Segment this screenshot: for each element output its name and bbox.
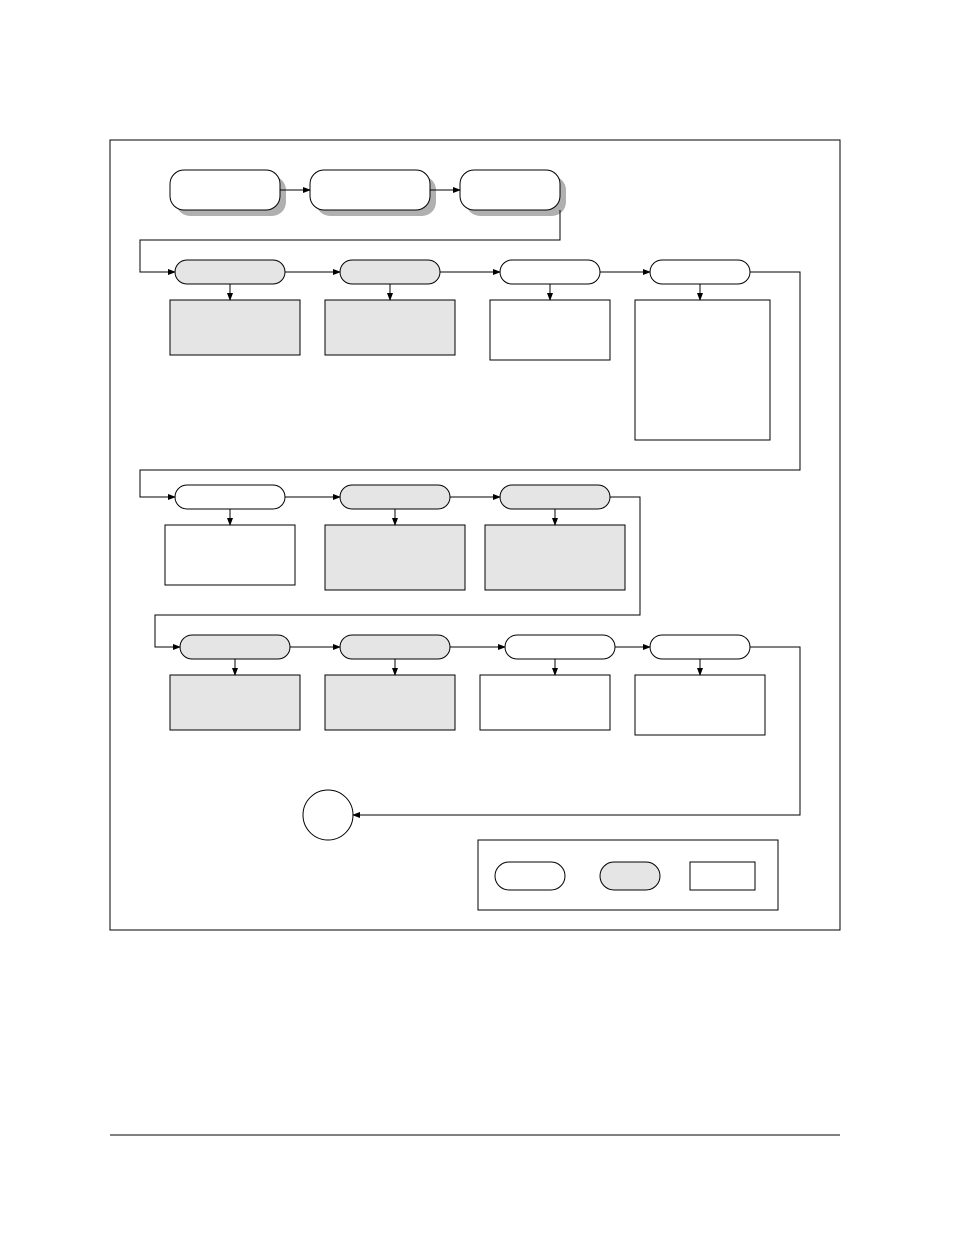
r4p2 bbox=[340, 635, 450, 659]
r3p2 bbox=[340, 485, 450, 509]
leg-box-white bbox=[690, 862, 755, 890]
r4b3 bbox=[480, 675, 610, 730]
legend bbox=[478, 840, 778, 910]
r2p2 bbox=[340, 260, 440, 284]
r4p3 bbox=[505, 635, 615, 659]
r2p1 bbox=[175, 260, 285, 284]
r4p4 bbox=[650, 635, 750, 659]
r4p1 bbox=[180, 635, 290, 659]
r2b1 bbox=[170, 300, 300, 355]
r3b1 bbox=[165, 525, 295, 585]
btn-a bbox=[170, 170, 280, 210]
shapes bbox=[165, 170, 770, 840]
r3p3 bbox=[500, 485, 610, 509]
btn-c bbox=[460, 170, 560, 210]
terminal-circle bbox=[303, 790, 353, 840]
r2b3 bbox=[490, 300, 610, 360]
leg-pill-grey bbox=[600, 862, 660, 890]
r3p1 bbox=[175, 485, 285, 509]
btn-b bbox=[310, 170, 430, 210]
r2b2 bbox=[325, 300, 455, 355]
leg-pill-white bbox=[495, 862, 565, 890]
r2p3 bbox=[500, 260, 600, 284]
r2b4 bbox=[635, 300, 770, 440]
r4b4 bbox=[635, 675, 765, 735]
r3b2 bbox=[325, 525, 465, 590]
r4b1 bbox=[170, 675, 300, 730]
r2p4 bbox=[650, 260, 750, 284]
r3b3 bbox=[485, 525, 625, 590]
r4b2 bbox=[325, 675, 455, 730]
